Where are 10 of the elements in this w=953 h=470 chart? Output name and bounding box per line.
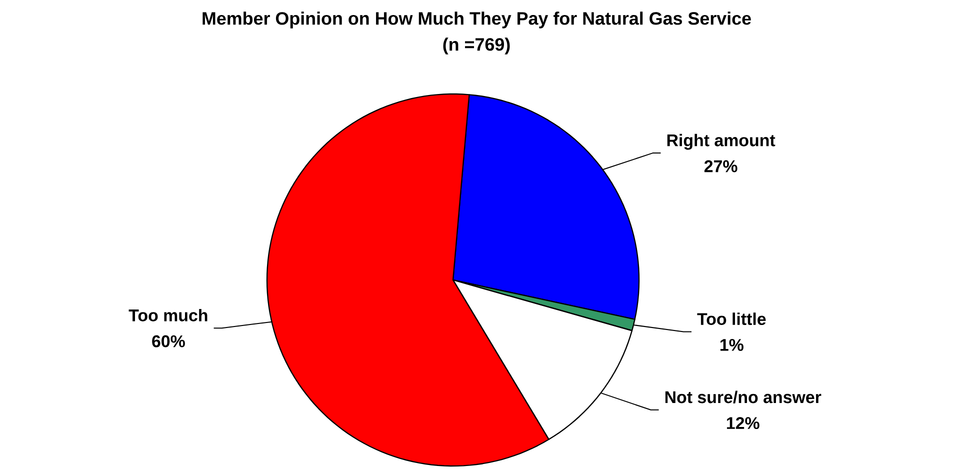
slice-label: Too little xyxy=(697,312,766,326)
data-label: 27% xyxy=(704,160,738,172)
chart-subtitle: (n =769) xyxy=(443,38,510,54)
data-label: 60% xyxy=(152,335,185,348)
data-label: 12% xyxy=(726,417,760,430)
slice-label: Not sure/no answer xyxy=(665,390,822,404)
slice-label: Right amount xyxy=(667,134,776,150)
chart-title: Member Opinion on How Much They Pay for Natural Gas Service xyxy=(202,12,751,28)
slice-label: Too much xyxy=(128,308,208,322)
data-label: 1% xyxy=(720,338,744,351)
